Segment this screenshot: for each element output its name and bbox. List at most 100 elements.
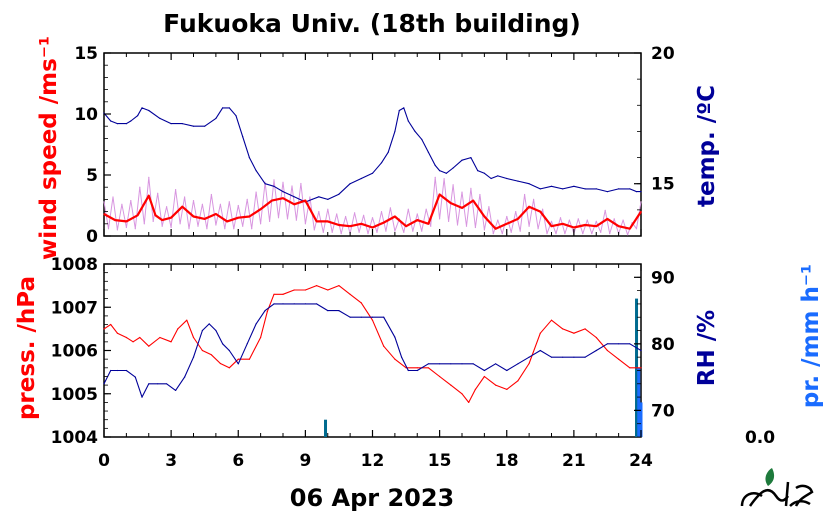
instant-wind-line-point [148, 176, 150, 178]
humidity-line-point [304, 303, 306, 305]
pressure-line-point [132, 341, 134, 343]
mean-wind-line-point [573, 226, 575, 229]
pressure-line-point [177, 328, 179, 330]
pressure-line-point [273, 293, 275, 295]
mean-wind-line [103, 193, 642, 230]
instant-wind-line-point [488, 206, 490, 208]
mean-wind-line-point [606, 218, 609, 220]
instant-wind-line-point [586, 219, 588, 221]
pressure-line-point [248, 358, 250, 360]
pressure-line-point [116, 332, 118, 334]
instant-wind-line-point [595, 220, 597, 222]
x-tick-label: 9 [299, 451, 311, 471]
instant-wind-line-point [184, 196, 186, 198]
temperature-line-point [470, 157, 472, 159]
mean-wind-line-point [248, 215, 250, 218]
instant-wind-line-point [524, 193, 526, 196]
humidity-line-point [629, 343, 631, 345]
instant-wind-line-point [260, 223, 262, 225]
temperature-line-point [215, 117, 217, 119]
mean-wind-line-point [427, 223, 429, 225]
temperature-line-point [349, 183, 351, 185]
y-right-tick-label: 20 [651, 44, 675, 64]
instant-wind-line-point [313, 229, 315, 231]
humidity-line-point [461, 363, 463, 365]
humidity-line-point [640, 349, 642, 352]
temperature-line-point [629, 188, 631, 190]
temperature-line-point [311, 198, 313, 200]
humidity-line-point [506, 369, 508, 372]
y-left-tick-label: 1008 [51, 255, 98, 275]
pressure-line-point [539, 332, 541, 334]
instant-wind-line-point [322, 231, 324, 233]
pressure-line-point [495, 384, 497, 386]
mean-wind-line-point [293, 203, 295, 205]
humidity-line [103, 303, 642, 398]
instant-wind-line-point [559, 217, 562, 219]
humidity-line-point [394, 336, 396, 338]
mean-wind-line-point [237, 217, 239, 219]
mean-wind-line-point [439, 193, 441, 196]
mean-wind-line-point [416, 219, 418, 221]
instant-wind-line-point [130, 200, 132, 202]
instant-wind-line-point [497, 219, 499, 221]
humidity-line-point [416, 369, 418, 372]
pressure-line-point [461, 393, 463, 395]
y-left-tick-label: 1006 [51, 342, 98, 362]
instant-wind-line-point [568, 219, 571, 221]
pressure-line-point [266, 311, 268, 313]
temperature-line-point [338, 193, 340, 195]
temperature-line-point [398, 109, 400, 112]
temperature-line-point [255, 170, 257, 172]
humidity-line-point [110, 369, 112, 372]
bottom-panel: 0 3 6 9 12 15 18 21 24 1004 1005 1006 1007 1008 70 80 90… [14, 255, 824, 471]
humidity-line-point [450, 363, 452, 365]
instant-wind-line-point [179, 223, 181, 225]
pressure-line-point [595, 336, 597, 339]
instant-wind-line-point [434, 176, 436, 178]
mean-wind-line-point [114, 219, 116, 221]
humidity-line-point [606, 343, 609, 345]
humidity-line-point [293, 303, 295, 305]
mean-wind-line-point [181, 206, 183, 208]
instant-wind-line-point [139, 186, 141, 188]
humidity-line-point [141, 396, 143, 398]
pressure-line-point [606, 349, 609, 352]
mean-wind-line-point [125, 220, 127, 222]
humidity-line-point [237, 363, 239, 365]
institution-logo [740, 468, 814, 507]
instant-wind-line-point [542, 208, 544, 210]
temperature-line-point [497, 175, 499, 177]
y-right-tick-label: 70 [651, 401, 675, 421]
temperature-line-point [640, 191, 642, 193]
pressure-line-point [618, 358, 620, 360]
instant-wind-line-point [635, 228, 638, 230]
temperature-line-point [110, 120, 112, 122]
wind-speed-axis-label: wind speed /ms⁻¹ [36, 36, 62, 260]
pressure-series [103, 285, 642, 403]
pressure-line-point [562, 328, 564, 330]
instant-wind-line-point [537, 228, 539, 230]
instant-wind-line-point [358, 231, 360, 233]
temperature-line-point [421, 138, 423, 140]
instant-wind-line-point [286, 218, 289, 220]
humidity-line-point [148, 383, 150, 385]
temperature-line [103, 107, 641, 203]
instant-wind-line-point [304, 223, 306, 225]
humidity-line-point [327, 310, 329, 312]
pressure-line-point [468, 401, 470, 403]
temperature-line-point [192, 125, 195, 127]
temperature-line-point [242, 136, 244, 138]
humidity-line-point [584, 356, 586, 358]
instant-wind-line-point [143, 223, 145, 225]
y-right-tick-label: 80 [651, 335, 675, 355]
temperature-line-point [228, 107, 230, 109]
instant-wind-line-point [363, 214, 365, 216]
instant-wind-line-point [246, 198, 248, 200]
humidity-line-point [528, 356, 530, 358]
instant-wind-line-point [103, 201, 105, 203]
x-tick-label: 18 [495, 451, 519, 471]
pressure-line-point [450, 384, 452, 386]
temperature-line-point [273, 185, 275, 187]
instant-wind-line-point [336, 213, 338, 215]
